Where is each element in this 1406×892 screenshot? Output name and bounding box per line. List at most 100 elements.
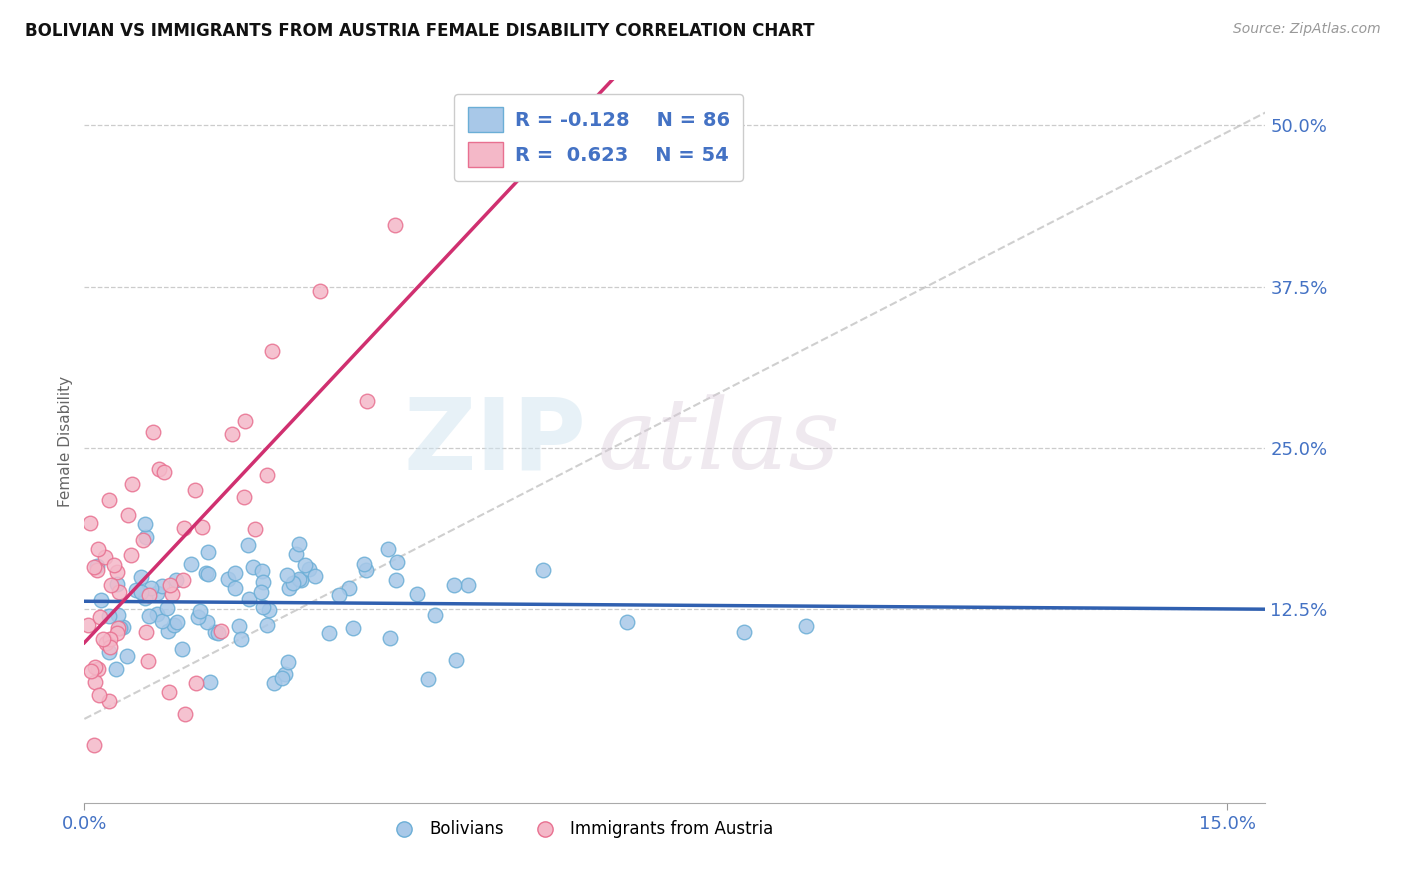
Point bbox=[84, 675, 107, 690]
Point bbox=[425, 607, 447, 622]
Point bbox=[256, 468, 278, 483]
Point bbox=[233, 490, 256, 504]
Point bbox=[197, 566, 219, 581]
Point bbox=[172, 642, 194, 657]
Point bbox=[304, 569, 326, 583]
Point bbox=[150, 579, 173, 593]
Point bbox=[616, 615, 638, 630]
Point bbox=[418, 672, 440, 686]
Point bbox=[104, 662, 127, 676]
Point bbox=[160, 587, 183, 601]
Point bbox=[97, 609, 120, 624]
Point bbox=[281, 575, 304, 590]
Point bbox=[121, 476, 143, 491]
Point bbox=[252, 599, 274, 614]
Point bbox=[256, 617, 278, 632]
Point bbox=[276, 568, 298, 582]
Point bbox=[250, 564, 273, 578]
Point bbox=[173, 521, 195, 535]
Point bbox=[794, 619, 817, 633]
Point bbox=[77, 618, 100, 632]
Point bbox=[377, 541, 399, 556]
Point bbox=[405, 587, 427, 601]
Point bbox=[457, 578, 479, 592]
Point bbox=[224, 581, 246, 595]
Point bbox=[83, 560, 105, 574]
Point bbox=[233, 414, 256, 428]
Point bbox=[107, 608, 129, 623]
Point bbox=[142, 425, 165, 439]
Point bbox=[125, 583, 148, 598]
Point bbox=[195, 566, 218, 581]
Point bbox=[174, 706, 197, 721]
Point bbox=[172, 573, 194, 587]
Point bbox=[294, 558, 316, 573]
Point bbox=[308, 284, 330, 298]
Point bbox=[89, 688, 111, 702]
Point bbox=[97, 645, 120, 659]
Point bbox=[197, 544, 219, 558]
Point bbox=[190, 520, 212, 534]
Point bbox=[733, 624, 755, 639]
Point bbox=[89, 610, 111, 624]
Text: ZIP: ZIP bbox=[404, 393, 586, 490]
Point bbox=[274, 667, 297, 681]
Point bbox=[342, 621, 364, 635]
Point bbox=[93, 632, 115, 646]
Point bbox=[100, 577, 122, 591]
Point bbox=[531, 563, 554, 577]
Point bbox=[163, 618, 186, 632]
Y-axis label: Female Disability: Female Disability bbox=[58, 376, 73, 508]
Point bbox=[152, 465, 174, 479]
Point bbox=[236, 538, 259, 552]
Point bbox=[98, 694, 121, 708]
Point bbox=[443, 578, 465, 592]
Point bbox=[79, 665, 101, 679]
Point bbox=[132, 533, 155, 547]
Point bbox=[288, 537, 311, 551]
Point bbox=[277, 655, 299, 669]
Point bbox=[157, 685, 180, 699]
Point bbox=[188, 604, 211, 618]
Point bbox=[245, 522, 267, 536]
Point bbox=[134, 516, 156, 531]
Text: Source: ZipAtlas.com: Source: ZipAtlas.com bbox=[1233, 22, 1381, 37]
Point bbox=[108, 621, 131, 635]
Point bbox=[103, 558, 125, 572]
Point bbox=[148, 462, 170, 476]
Point bbox=[135, 530, 157, 544]
Point bbox=[209, 624, 232, 639]
Point bbox=[98, 493, 121, 508]
Text: atlas: atlas bbox=[598, 394, 841, 489]
Point bbox=[139, 582, 162, 596]
Point bbox=[105, 576, 128, 591]
Point bbox=[159, 578, 181, 592]
Point bbox=[87, 662, 110, 676]
Point bbox=[166, 615, 188, 630]
Point bbox=[156, 600, 179, 615]
Point bbox=[180, 557, 202, 571]
Point bbox=[187, 609, 209, 624]
Point bbox=[288, 572, 311, 586]
Point bbox=[221, 427, 243, 442]
Point bbox=[229, 632, 252, 646]
Point bbox=[146, 585, 169, 599]
Legend: Bolivians, Immigrants from Austria: Bolivians, Immigrants from Austria bbox=[381, 814, 780, 845]
Point bbox=[86, 563, 108, 577]
Point bbox=[96, 635, 118, 649]
Point bbox=[94, 550, 117, 565]
Point bbox=[184, 483, 207, 498]
Point bbox=[378, 631, 401, 645]
Point bbox=[145, 607, 167, 621]
Point bbox=[356, 563, 378, 577]
Point bbox=[337, 582, 360, 596]
Point bbox=[384, 218, 406, 232]
Point bbox=[217, 572, 239, 586]
Point bbox=[86, 559, 108, 574]
Point bbox=[105, 566, 128, 580]
Point bbox=[257, 602, 280, 616]
Text: BOLIVIAN VS IMMIGRANTS FROM AUSTRIA FEMALE DISABILITY CORRELATION CHART: BOLIVIAN VS IMMIGRANTS FROM AUSTRIA FEMA… bbox=[25, 22, 815, 40]
Point bbox=[284, 547, 307, 561]
Point bbox=[252, 574, 274, 589]
Point bbox=[108, 584, 131, 599]
